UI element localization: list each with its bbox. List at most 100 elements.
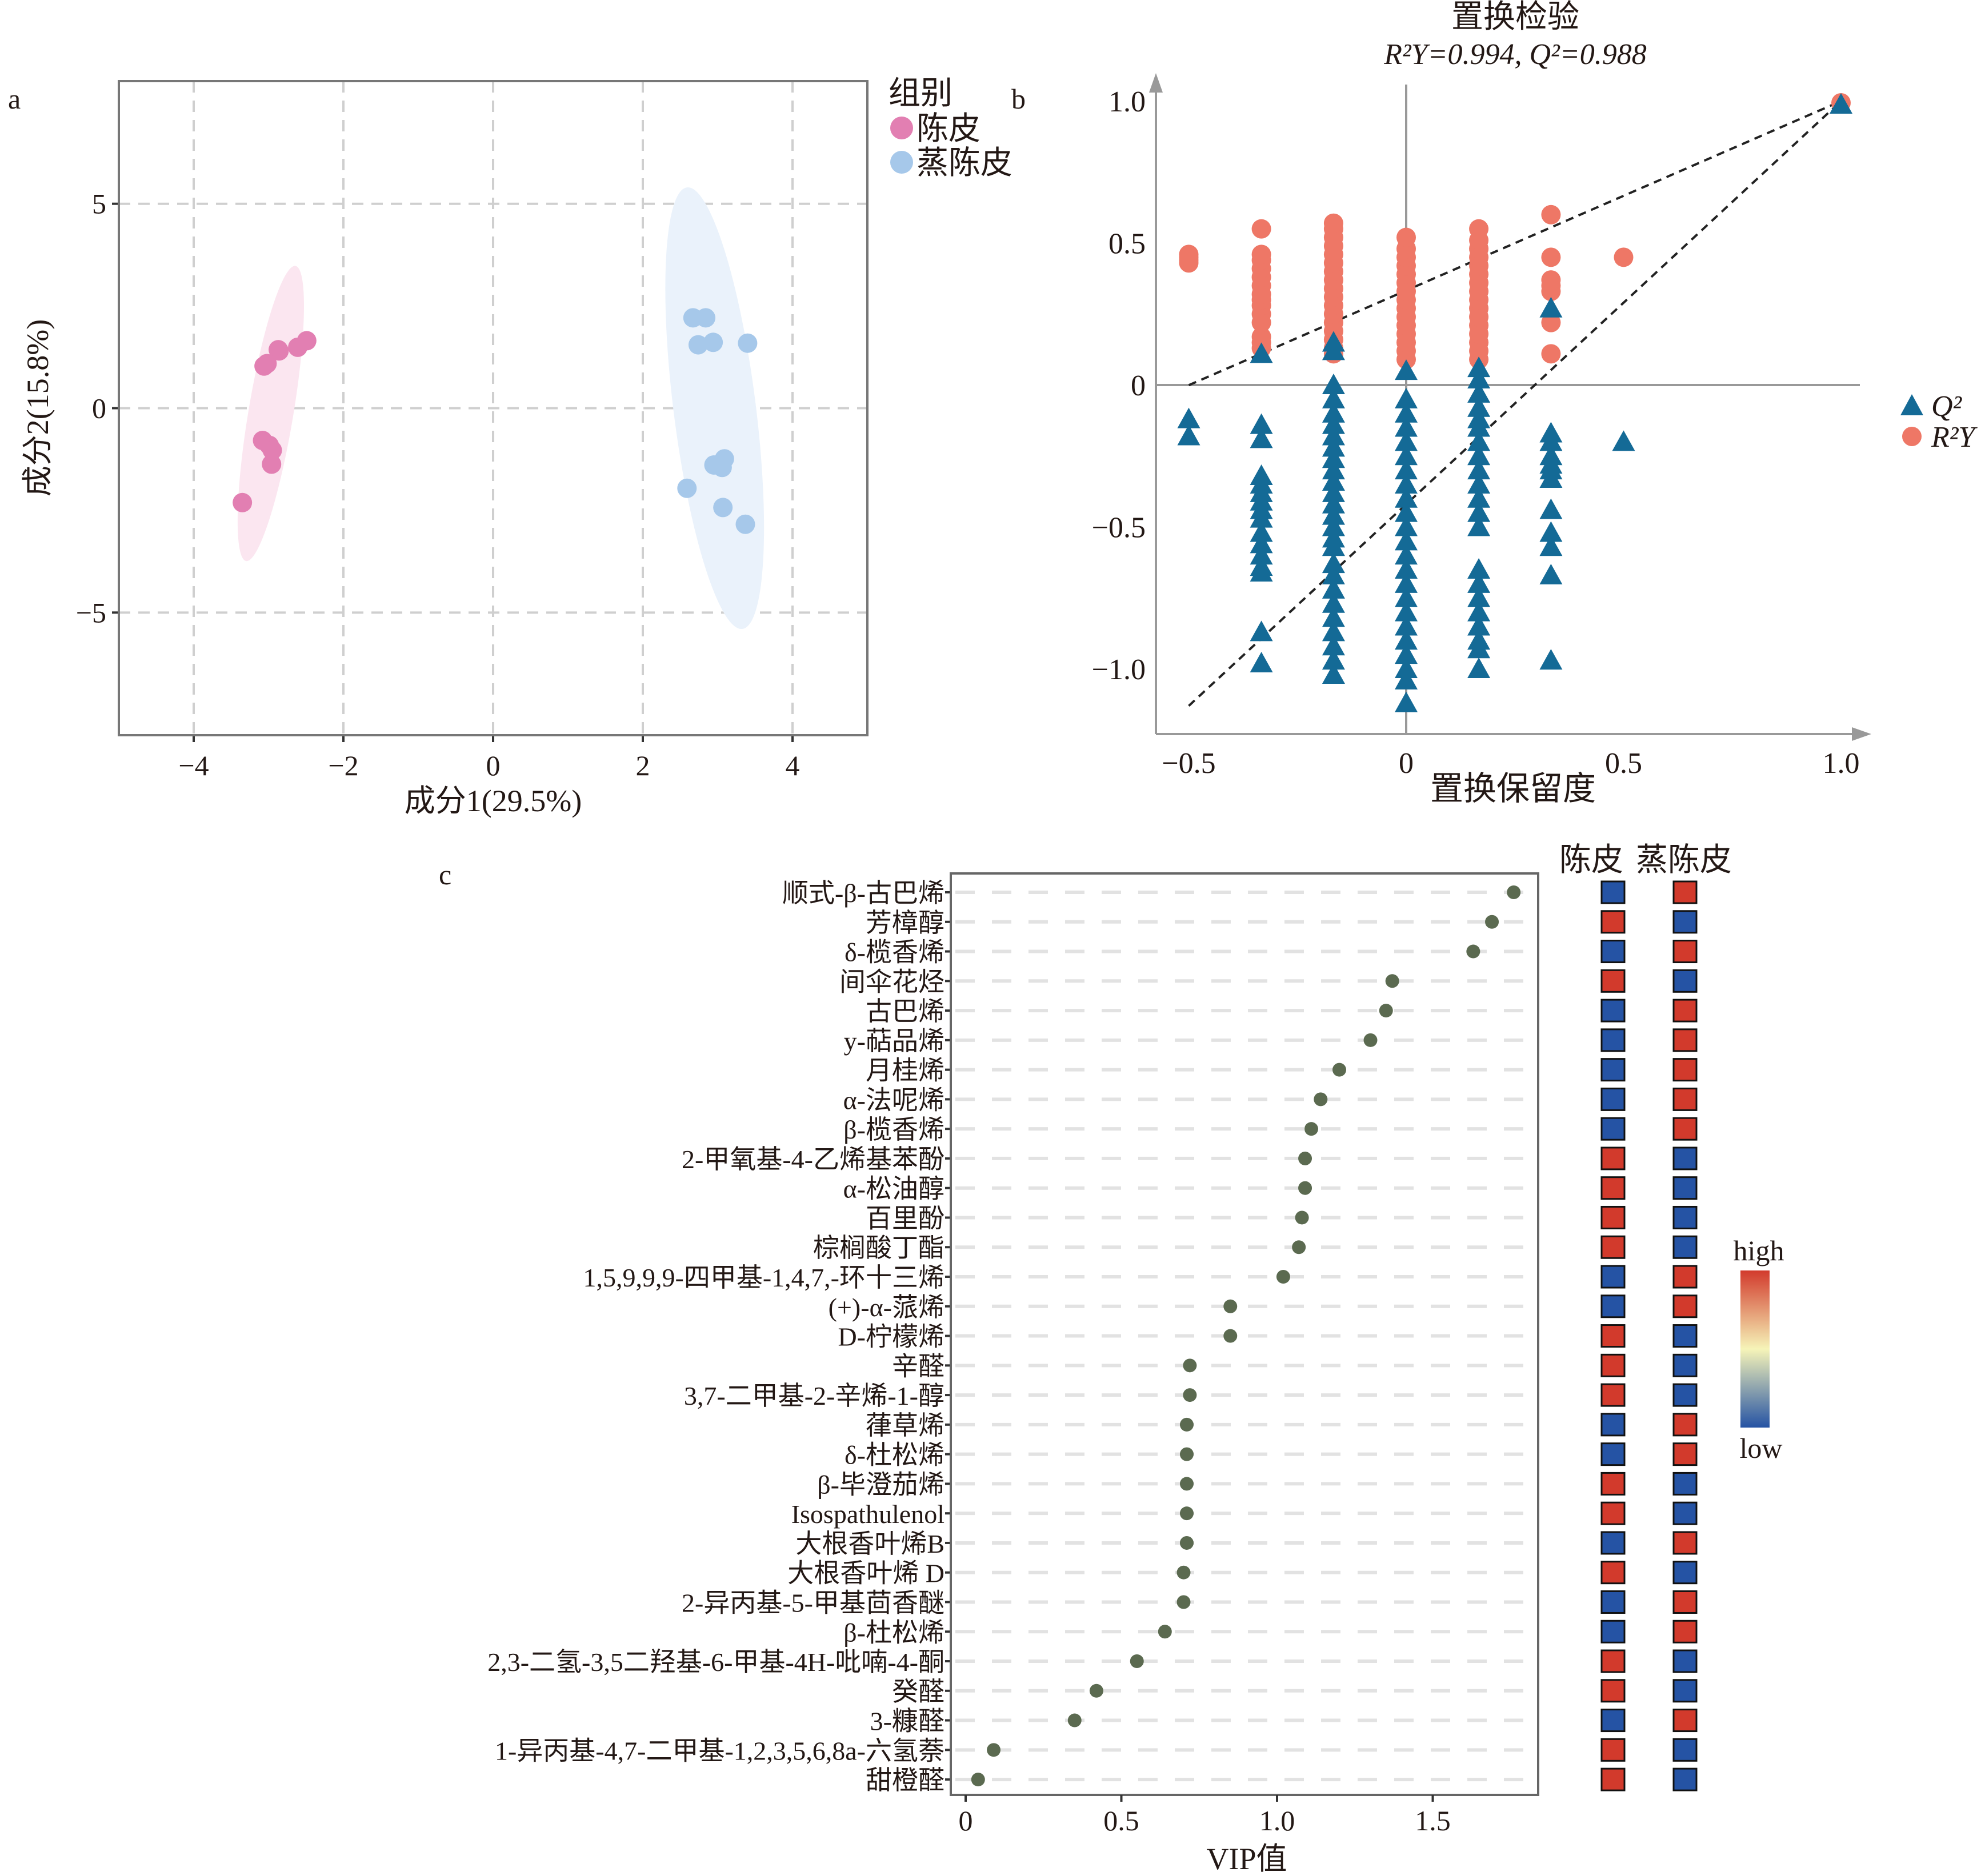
- q2-point: [1467, 416, 1491, 437]
- y-tick-label: 0: [1131, 370, 1146, 402]
- heatmap-cell: [1600, 1117, 1626, 1141]
- r2y-point: [1251, 327, 1271, 347]
- heatmap-cell: [1600, 1649, 1626, 1673]
- vip-point: [1183, 1388, 1197, 1402]
- q2-point: [1322, 606, 1345, 627]
- y-tick-label: −0.5: [1092, 512, 1146, 544]
- q2-point: [1467, 487, 1491, 508]
- heatmap-cell: [1672, 940, 1698, 964]
- heatmap-cell: [1600, 1620, 1626, 1643]
- heatmap-cell: [1672, 1147, 1698, 1171]
- heatmap-cell: [1600, 1383, 1626, 1407]
- q2-point: [1395, 402, 1418, 423]
- q2-point: [1250, 652, 1273, 673]
- compound-label: 百里酚: [866, 1204, 945, 1233]
- q2-point: [1322, 663, 1345, 684]
- heatmap-cell: [1672, 1501, 1698, 1525]
- q2-point: [1395, 586, 1418, 607]
- vip-point: [1298, 1151, 1312, 1165]
- y-tick-label: 0: [92, 392, 106, 424]
- compound-label: 2-甲氧基-4-乙烯基苯酚: [682, 1145, 945, 1174]
- vip-point: [1183, 1358, 1197, 1373]
- r2y-point: [1323, 213, 1343, 233]
- x-tick-label: 0: [486, 749, 501, 781]
- heatmap-cell: [1672, 1442, 1698, 1466]
- chart-title: 置换检验: [1451, 0, 1579, 35]
- heatmap-cell: [1672, 1294, 1698, 1318]
- r2y-point: [1396, 227, 1416, 247]
- vip-point: [1179, 1536, 1194, 1550]
- colorbar: [1740, 1270, 1770, 1428]
- compound-label: 月桂烯: [866, 1056, 945, 1085]
- q2-point: [1395, 430, 1418, 451]
- data-point: [696, 308, 716, 328]
- compound-label: 葎草烯: [866, 1411, 945, 1440]
- data-point: [738, 333, 758, 353]
- heatmap-cell: [1600, 1413, 1626, 1437]
- heatmap-cell: [1600, 1205, 1626, 1229]
- r2y-point: [1541, 344, 1561, 364]
- heatmap-cell: [1600, 910, 1626, 934]
- r2y-point: [1179, 244, 1199, 264]
- vip-point: [1466, 944, 1480, 959]
- chart-subtitle: R²Y=0.994, Q²=0.988: [1383, 38, 1647, 71]
- vip-point: [1179, 1447, 1194, 1461]
- q2-point: [1395, 416, 1418, 437]
- compound-label: 大根香叶烯 D: [787, 1559, 945, 1588]
- heatmap-cell: [1600, 1058, 1626, 1082]
- compound-label: 1,5,9,9,9-四甲基-1,4,7,-环十三烯: [583, 1263, 945, 1292]
- confidence-ellipse: [237, 266, 304, 562]
- compound-label: 2-异丙基-5-甲基茴香醚: [682, 1588, 945, 1617]
- q2-point: [1322, 481, 1345, 502]
- q2-point: [1250, 413, 1273, 434]
- compound-label: 棕榈酸丁酯: [813, 1233, 945, 1262]
- compound-label: α-松油醇: [843, 1174, 945, 1204]
- q2-point: [1539, 498, 1563, 519]
- plot-frame: [950, 872, 1539, 1796]
- vip-point: [1223, 1329, 1238, 1343]
- heatmap-cell: [1672, 1472, 1698, 1496]
- compound-label: α-法呢烯: [843, 1085, 945, 1115]
- q2-point: [1322, 635, 1345, 656]
- q2-point: [1395, 572, 1418, 593]
- q2-point: [1395, 501, 1418, 522]
- compound-label: 顺式-β-古巴烯: [782, 879, 945, 908]
- q2-point: [1395, 629, 1418, 650]
- heatmap-column-header: 蒸陈皮: [1636, 843, 1732, 878]
- q2-point: [1467, 658, 1491, 678]
- q2-point: [1539, 649, 1563, 670]
- compound-label: 2,3-二氢-3,5二羟基-6-甲基-4H-吡喃-4-酮: [487, 1647, 945, 1677]
- x-axis-arrow: [1852, 727, 1871, 741]
- vip-point: [987, 1743, 1001, 1757]
- vip-point: [1223, 1299, 1238, 1313]
- q2-point: [1467, 586, 1491, 607]
- q2-point: [1539, 535, 1563, 556]
- regression-line-q2: [1188, 100, 1842, 707]
- heatmap-cell: [1672, 1709, 1698, 1733]
- legend-marker-q2: [1900, 394, 1923, 415]
- q2-point: [1250, 620, 1273, 642]
- q2-point: [1322, 620, 1345, 642]
- q2-point: [1322, 424, 1345, 446]
- heatmap-cell: [1600, 1087, 1626, 1111]
- panel-label-a: a: [8, 83, 21, 115]
- q2-point: [1177, 407, 1200, 428]
- r2y-point: [1541, 247, 1561, 267]
- heatmap-cell: [1672, 1531, 1698, 1555]
- data-point: [262, 440, 282, 460]
- compound-label: 1-异丙基-4,7-二甲基-1,2,3,5,6,8a-六氢萘: [495, 1736, 945, 1765]
- q2-point: [1539, 521, 1563, 542]
- heatmap-cell: [1600, 1738, 1626, 1762]
- heatmap-cell: [1600, 1472, 1626, 1496]
- q2-point: [1539, 296, 1563, 318]
- q2-point: [1467, 356, 1491, 378]
- panel-label-b: b: [1011, 83, 1026, 115]
- heatmap-cell: [1600, 1442, 1626, 1466]
- q2-point: [1250, 532, 1273, 554]
- q2-point: [1395, 658, 1418, 678]
- q2-point: [1467, 600, 1491, 622]
- x-tick-label: 1.0: [1259, 1805, 1295, 1837]
- compound-label: 古巴烯: [866, 997, 945, 1026]
- heatmap-cell: [1600, 1561, 1626, 1585]
- vip-point: [1089, 1683, 1103, 1698]
